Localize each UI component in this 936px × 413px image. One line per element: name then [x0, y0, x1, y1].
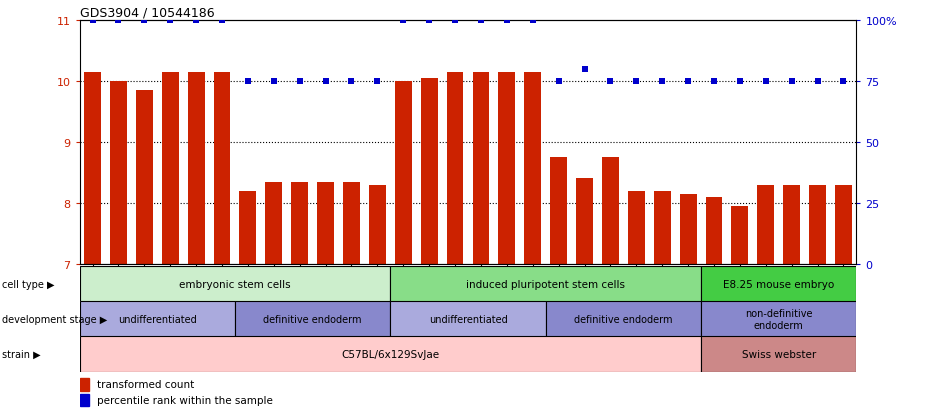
Bar: [706, 197, 723, 264]
Point: [758, 78, 773, 85]
Bar: [317, 182, 334, 264]
Point: [85, 17, 100, 24]
Point: [577, 66, 592, 73]
Point: [137, 17, 152, 24]
Bar: [783, 185, 800, 264]
Text: development stage ▶: development stage ▶: [2, 314, 107, 324]
Bar: [80, 266, 390, 301]
Text: percentile rank within the sample: percentile rank within the sample: [97, 395, 273, 405]
Bar: [524, 72, 541, 264]
Bar: [188, 72, 204, 264]
Bar: [84, 72, 101, 264]
Bar: [835, 185, 852, 264]
Bar: [421, 78, 437, 264]
Bar: [701, 266, 856, 301]
Point: [836, 78, 851, 85]
Point: [344, 78, 359, 85]
Bar: [344, 182, 359, 264]
Text: strain ▶: strain ▶: [2, 349, 40, 359]
Point: [811, 78, 826, 85]
Bar: [446, 72, 463, 264]
Bar: [654, 191, 670, 264]
Point: [163, 17, 178, 24]
Text: induced pluripotent stem cells: induced pluripotent stem cells: [466, 279, 625, 289]
Point: [447, 17, 462, 24]
Bar: [80, 394, 89, 406]
Point: [111, 17, 126, 24]
Point: [189, 17, 204, 24]
Point: [422, 17, 437, 24]
Text: Swiss webster: Swiss webster: [741, 349, 816, 359]
Bar: [136, 91, 153, 264]
Text: GDS3904 / 10544186: GDS3904 / 10544186: [80, 7, 214, 19]
Bar: [390, 301, 546, 337]
Text: non-definitive
endoderm: non-definitive endoderm: [745, 308, 812, 330]
Point: [214, 17, 229, 24]
Point: [629, 78, 644, 85]
Bar: [390, 266, 701, 301]
Bar: [628, 191, 645, 264]
Point: [318, 78, 333, 85]
Point: [680, 78, 695, 85]
Point: [655, 78, 670, 85]
Bar: [550, 158, 567, 264]
Bar: [266, 182, 282, 264]
Point: [474, 17, 489, 24]
Bar: [757, 185, 774, 264]
Bar: [546, 301, 701, 337]
Point: [267, 78, 282, 85]
Text: transformed count: transformed count: [97, 380, 195, 389]
Point: [525, 17, 540, 24]
Bar: [213, 72, 230, 264]
Point: [784, 78, 799, 85]
Point: [292, 78, 307, 85]
Point: [733, 78, 748, 85]
Bar: [162, 72, 179, 264]
Text: definitive endoderm: definitive endoderm: [263, 314, 362, 324]
Bar: [680, 194, 696, 264]
Bar: [701, 337, 856, 372]
Bar: [291, 182, 308, 264]
Point: [396, 17, 411, 24]
Point: [500, 17, 515, 24]
Text: definitive endoderm: definitive endoderm: [574, 314, 673, 324]
Bar: [602, 158, 619, 264]
Bar: [240, 191, 256, 264]
Bar: [473, 72, 490, 264]
Bar: [110, 82, 126, 264]
Point: [370, 78, 385, 85]
Point: [603, 78, 618, 85]
Bar: [235, 301, 390, 337]
Point: [241, 78, 256, 85]
Point: [707, 78, 722, 85]
Bar: [395, 82, 412, 264]
Bar: [810, 185, 826, 264]
Bar: [732, 206, 748, 264]
Bar: [80, 378, 89, 391]
Bar: [80, 337, 701, 372]
Text: cell type ▶: cell type ▶: [2, 279, 54, 289]
Bar: [80, 301, 235, 337]
Text: embryonic stem cells: embryonic stem cells: [179, 279, 291, 289]
Bar: [577, 179, 592, 264]
Text: C57BL/6x129SvJae: C57BL/6x129SvJae: [342, 349, 439, 359]
Text: undifferentiated: undifferentiated: [118, 314, 197, 324]
Point: [551, 78, 566, 85]
Bar: [369, 185, 386, 264]
Text: E8.25 mouse embryo: E8.25 mouse embryo: [724, 279, 834, 289]
Bar: [701, 301, 856, 337]
Text: undifferentiated: undifferentiated: [429, 314, 507, 324]
Bar: [499, 72, 515, 264]
